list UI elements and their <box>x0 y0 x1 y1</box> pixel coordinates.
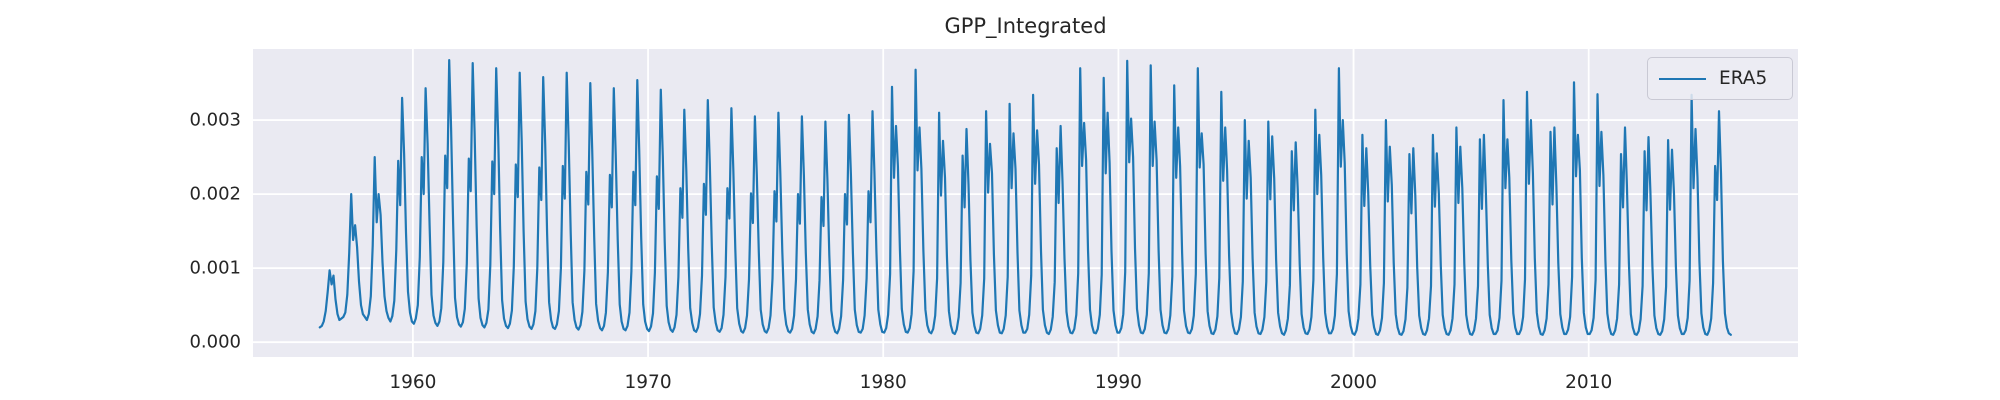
x-tick-label: 2010 <box>1565 372 1613 393</box>
chart-title: GPP_Integrated <box>944 14 1107 38</box>
legend-box: ERA5 <box>1647 57 1793 100</box>
series-line-era5 <box>318 59 1732 336</box>
legend-line-swatch <box>1659 77 1706 80</box>
plot-canvas <box>253 49 1798 357</box>
plot-area <box>253 49 1798 357</box>
x-tick-label: 1960 <box>389 372 437 393</box>
y-tick-label: 0.003 <box>189 109 241 131</box>
x-tick-label: 2000 <box>1330 372 1378 393</box>
x-tick-label: 1990 <box>1094 372 1142 393</box>
legend-label: ERA5 <box>1719 68 1768 89</box>
y-tick-label: 0.000 <box>189 331 241 353</box>
y-tick-label: 0.002 <box>189 183 241 205</box>
y-tick-label: 0.001 <box>189 257 241 279</box>
x-tick-label: 1970 <box>624 372 672 393</box>
x-tick-label: 1980 <box>859 372 907 393</box>
